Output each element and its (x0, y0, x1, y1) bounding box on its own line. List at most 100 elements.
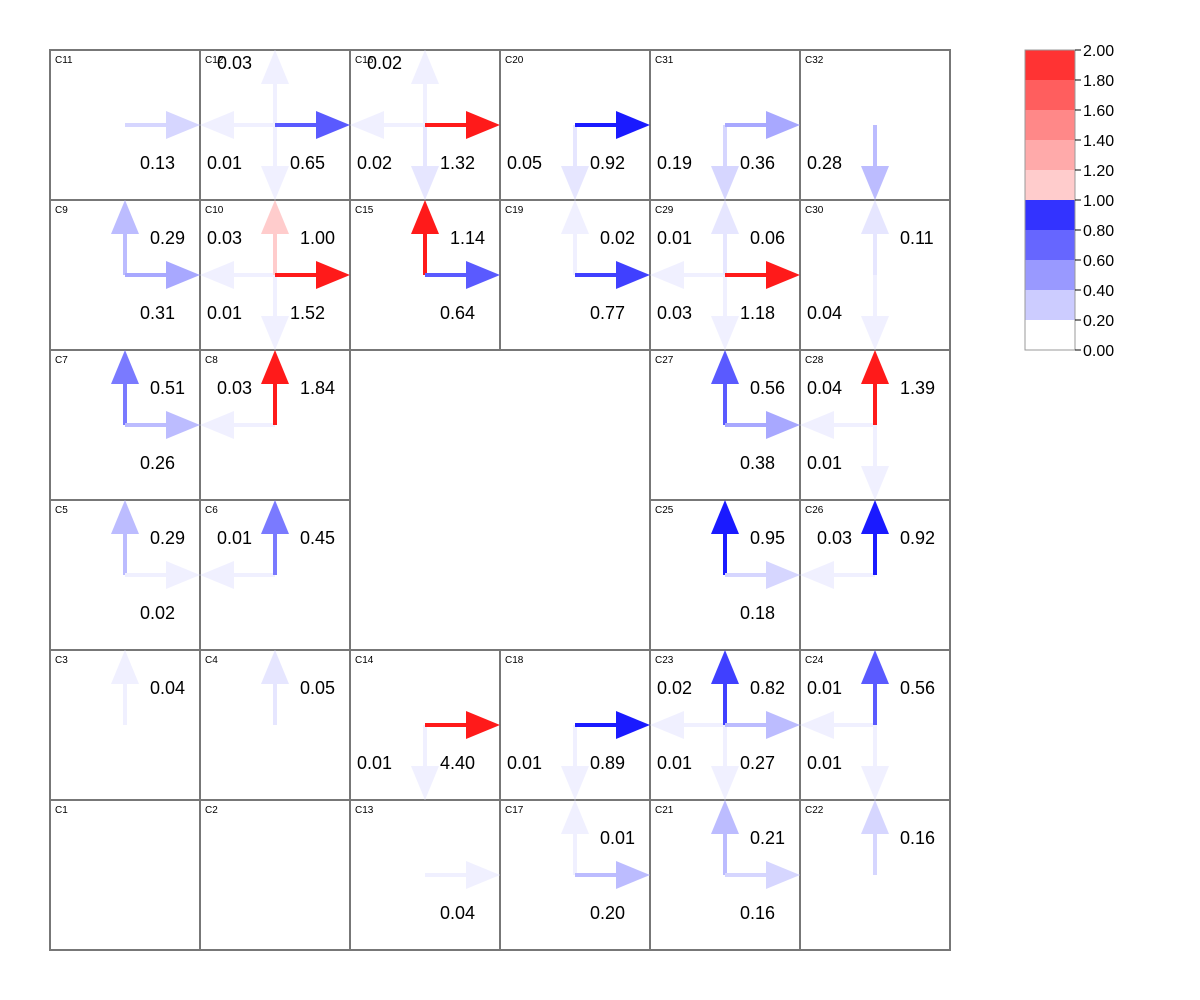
cell-id-label: C9 (55, 205, 68, 216)
cell-id-label: C7 (55, 355, 68, 366)
flow-arrow-n (261, 200, 289, 275)
cell-id-label: C26 (805, 505, 824, 516)
flow-value-label: 0.01 (807, 453, 842, 473)
flow-value-label: 0.01 (207, 303, 242, 323)
legend-swatch (1025, 200, 1075, 230)
flow-arrow-n (711, 350, 739, 425)
flow-value-label: 1.84 (300, 378, 335, 398)
flow-arrow-w (200, 411, 275, 439)
flow-arrow-s (711, 725, 739, 800)
flow-arrow-e (725, 861, 800, 889)
flow-value-label: 0.04 (150, 678, 185, 698)
legend-tick-label: 1.20 (1083, 163, 1114, 180)
flow-arrow-w (650, 711, 725, 739)
cell-id-label: C1 (55, 805, 68, 816)
flow-arrow-s (861, 425, 889, 500)
flow-value-label: 0.02 (657, 678, 692, 698)
flow-value-label: 0.89 (590, 753, 625, 773)
flow-arrow-n (111, 350, 139, 425)
grid-cell-c1: C1 (49, 799, 201, 951)
flow-arrow-n (861, 200, 889, 275)
flow-value-label: 0.03 (217, 53, 252, 73)
cell-id-label: C8 (205, 355, 218, 366)
flow-arrow-e (425, 711, 500, 739)
cell-id-label: C12 (205, 55, 224, 66)
flow-arrow-n (861, 800, 889, 875)
flow-value-label: 0.29 (150, 528, 185, 548)
flow-arrow-e (125, 261, 200, 289)
cell-id-label: C20 (505, 55, 524, 66)
flow-value-label: 0.01 (807, 678, 842, 698)
flow-arrow-n (261, 350, 289, 425)
flow-value-label: 0.02 (600, 228, 635, 248)
flow-arrow-n (561, 200, 589, 275)
cell-id-label: C29 (655, 205, 674, 216)
flow-value-label: 0.82 (750, 678, 785, 698)
flow-arrow-n (861, 650, 889, 725)
flow-arrows (111, 50, 889, 889)
flow-arrow-n (411, 50, 439, 125)
grid-cell-c2: C2 (199, 799, 351, 951)
cell-id-label: C11 (55, 55, 73, 66)
flow-value-label: 0.29 (150, 228, 185, 248)
flow-value-label: 1.18 (740, 303, 775, 323)
flow-value-label: 0.64 (440, 303, 475, 323)
flow-arrow-e (275, 111, 350, 139)
legend-tick-label: 2.00 (1083, 43, 1114, 60)
flow-value-label: 0.01 (217, 528, 252, 548)
flow-value-label: 0.92 (590, 153, 625, 173)
legend-tick-label: 0.00 (1083, 343, 1114, 360)
flow-arrow-s (411, 725, 439, 800)
legend-swatch (1025, 230, 1075, 260)
flow-value-label: 0.26 (140, 453, 175, 473)
flow-value-label: 0.56 (900, 678, 935, 698)
flow-value-label: 0.01 (207, 153, 242, 173)
flow-arrow-s (861, 125, 889, 200)
flow-arrow-n (261, 650, 289, 725)
legend-tick-label: 1.40 (1083, 133, 1114, 150)
flow-arrow-e (725, 561, 800, 589)
flow-value-label: 0.20 (590, 903, 625, 923)
legend-swatch (1025, 260, 1075, 290)
cell-id-label: C21 (655, 805, 674, 816)
legend-swatch (1025, 320, 1075, 350)
cell-id-label: C16 (355, 55, 374, 66)
flow-value-label: 0.16 (900, 828, 935, 848)
cell-id-label: C30 (805, 205, 824, 216)
cell-border (49, 799, 201, 951)
flow-arrow-n (111, 200, 139, 275)
flow-arrow-n (261, 50, 289, 125)
color-legend: 0.00 0.20 0.40 0.60 0.80 1.00 1.20 1.40 1.60 1.80… (1024, 43, 1114, 360)
flow-value-label: 0.77 (590, 303, 625, 323)
flow-value-label: 0.05 (300, 678, 335, 698)
legend-swatch (1025, 170, 1075, 200)
flow-value-label: 0.02 (367, 53, 402, 73)
flow-value-label: 0.92 (900, 528, 935, 548)
flow-value-label: 0.51 (150, 378, 185, 398)
flow-labels: 0.13 0.01 0.03 0.65 0.02 0.02 1.32 0.05 0.92 0.19… (140, 53, 935, 923)
flow-arrow-e (725, 261, 800, 289)
flow-value-label: 0.03 (207, 228, 242, 248)
flow-arrow-w (650, 261, 725, 289)
flow-arrow-e (575, 711, 650, 739)
cell-border (199, 799, 351, 951)
cell-id-label: C22 (805, 805, 824, 816)
flow-value-label: 0.45 (300, 528, 335, 548)
cell-id-label: C6 (205, 505, 218, 516)
cell-id-label: C17 (505, 805, 524, 816)
flow-arrow-w (800, 711, 875, 739)
flow-value-label: 1.52 (290, 303, 325, 323)
flow-arrow-n (111, 650, 139, 725)
flow-arrow-e (725, 111, 800, 139)
flow-value-label: 0.04 (440, 903, 475, 923)
cell-id-label: C13 (355, 805, 374, 816)
flow-value-label: 0.04 (807, 303, 842, 323)
flow-arrow-s (861, 725, 889, 800)
flow-value-label: 0.02 (357, 153, 392, 173)
legend-tick-label: 1.60 (1083, 103, 1114, 120)
flow-value-label: 0.38 (740, 453, 775, 473)
cell-id-label: C5 (55, 505, 68, 516)
flow-value-label: 0.18 (740, 603, 775, 623)
flow-arrow-e (575, 111, 650, 139)
